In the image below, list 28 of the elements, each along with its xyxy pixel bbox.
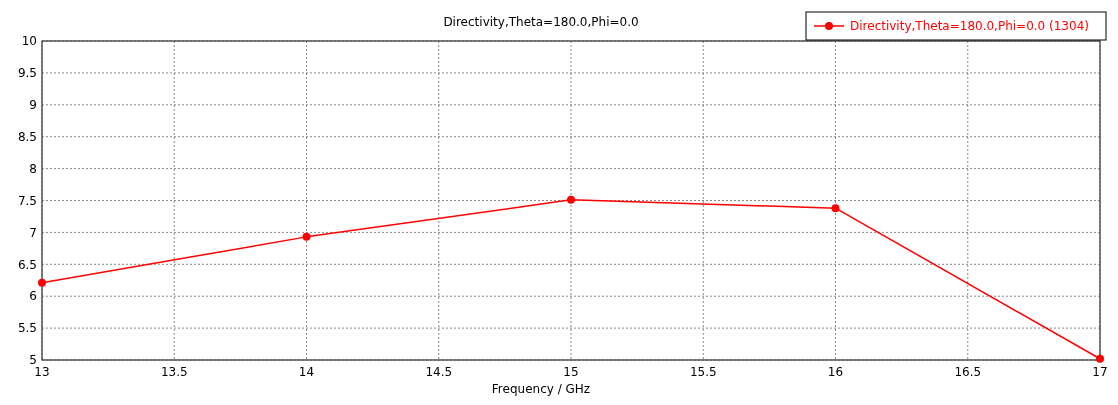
legend-label: Directivity,Theta=180.0,Phi=0.0 (1304)	[850, 19, 1089, 34]
y-tick-label: 7.5	[17, 193, 37, 208]
y-tick-label: 10	[21, 34, 37, 49]
x-tick-label: 15.5	[689, 365, 717, 379]
y-tick-label: 9.5	[17, 66, 37, 81]
point	[567, 195, 575, 204]
y-tick-label: 5	[29, 353, 37, 368]
x-axis-title: Frequency / GHz	[491, 382, 591, 396]
x-tick-label: 14.5	[425, 365, 453, 379]
y-tick-label: 6	[29, 289, 37, 304]
point	[831, 204, 840, 213]
x-tick-label: 17	[1092, 365, 1108, 379]
x-tick-label: 14	[298, 365, 315, 379]
point	[302, 232, 311, 241]
y-tick-label: 9	[29, 98, 37, 112]
x-tick-label: 16.5	[954, 365, 982, 379]
y-tick-label: 5.5	[17, 321, 37, 336]
chart-title: Directivity,Theta=180.0,Phi=0.0	[443, 15, 639, 29]
x-tick-label: 15	[563, 365, 579, 379]
x-tick-label: 16	[827, 365, 844, 379]
point	[38, 278, 46, 287]
y-tick-label: 8	[29, 161, 37, 176]
x-tick-label: 13.5	[160, 365, 188, 379]
x-tick-label: 13	[34, 365, 50, 379]
y-tick-label: 6.5	[17, 257, 37, 272]
y-tick-label: 7	[29, 225, 37, 240]
point	[1096, 354, 1104, 363]
y-tick-label: 8.5	[17, 129, 37, 144]
